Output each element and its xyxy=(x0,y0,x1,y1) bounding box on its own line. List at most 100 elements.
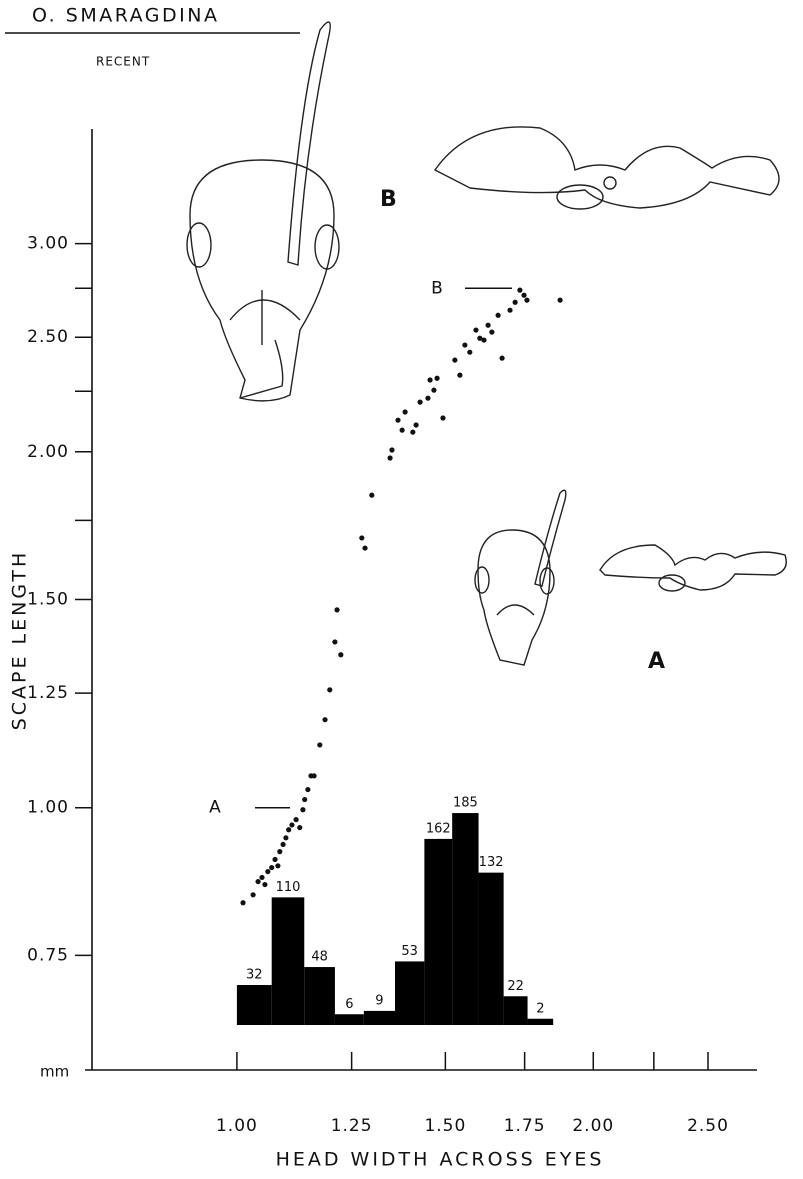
point xyxy=(327,687,333,693)
point xyxy=(477,335,483,341)
point xyxy=(467,349,473,355)
chart-title: O. SMARAGDINA xyxy=(32,5,219,27)
histogram-count: 9 xyxy=(375,993,383,1008)
unit-label: mm xyxy=(40,1063,69,1081)
y-tick-label: 2.50 xyxy=(27,327,69,347)
histogram-bar xyxy=(527,1018,554,1025)
point xyxy=(297,824,303,831)
point xyxy=(289,822,295,828)
point xyxy=(452,357,458,363)
point xyxy=(302,796,308,803)
histogram-bar xyxy=(304,967,335,1025)
x-axis-label: HEAD WIDTH ACROSS EYES xyxy=(276,1149,605,1171)
point xyxy=(311,773,317,779)
head-drawing-b xyxy=(186,21,340,402)
y-tick-label: 1.25 xyxy=(27,683,69,703)
point xyxy=(277,849,283,855)
point xyxy=(293,817,299,823)
histogram-bar xyxy=(478,872,504,1025)
point xyxy=(495,312,501,318)
y-tick-label: 3.00 xyxy=(27,234,69,254)
point xyxy=(389,447,395,453)
point xyxy=(255,878,261,885)
annotation-label: A xyxy=(209,798,221,818)
point xyxy=(395,417,401,423)
point xyxy=(332,639,338,645)
x-tick-label: 1.75 xyxy=(504,1116,546,1136)
point xyxy=(557,297,563,303)
point xyxy=(283,835,289,841)
point xyxy=(485,322,491,328)
body-drawing-a xyxy=(599,544,787,592)
point xyxy=(499,355,505,361)
point xyxy=(338,652,344,658)
point xyxy=(275,863,281,869)
histogram-count: 162 xyxy=(426,821,451,836)
point xyxy=(369,492,375,498)
histogram-bar xyxy=(394,961,425,1025)
point xyxy=(269,864,275,871)
chart-subtitle: RECENT xyxy=(96,55,150,69)
point xyxy=(280,841,286,848)
histogram-bar xyxy=(334,1014,364,1025)
point xyxy=(265,868,271,875)
point xyxy=(322,717,328,723)
drawing-label: A xyxy=(648,649,665,674)
point xyxy=(457,372,463,378)
point xyxy=(434,375,440,381)
point xyxy=(272,856,278,863)
drawing-label: B xyxy=(380,187,397,212)
point xyxy=(489,329,495,335)
point xyxy=(387,455,393,461)
point xyxy=(521,292,527,298)
x-tick-label: 2.50 xyxy=(687,1116,729,1136)
point xyxy=(440,415,446,421)
point xyxy=(481,337,487,343)
y-tick-label: 2.00 xyxy=(27,442,69,462)
point xyxy=(402,409,408,415)
x-tick-label: 1.50 xyxy=(424,1116,466,1136)
histogram-count: 53 xyxy=(401,944,418,959)
x-tick-label: 1.25 xyxy=(331,1116,373,1136)
histogram-count: 110 xyxy=(276,880,301,895)
point xyxy=(305,786,311,793)
histogram-bar xyxy=(236,985,272,1025)
point xyxy=(512,299,518,305)
annotation-label: B xyxy=(431,278,443,298)
point xyxy=(417,399,423,405)
point xyxy=(462,342,468,348)
histogram-count: 132 xyxy=(479,855,504,870)
point xyxy=(359,535,365,541)
x-tick-label: 1.00 xyxy=(216,1116,258,1136)
point xyxy=(286,827,292,833)
point xyxy=(517,287,523,293)
head-drawing-a xyxy=(474,489,567,666)
histogram-count: 48 xyxy=(311,950,328,965)
point xyxy=(507,307,513,313)
histogram-bar xyxy=(424,838,453,1025)
point xyxy=(262,881,268,888)
point xyxy=(317,742,323,748)
point xyxy=(300,807,306,813)
histogram-bar xyxy=(363,1010,395,1025)
point xyxy=(259,874,265,881)
point xyxy=(413,422,419,428)
y-tick-label: 1.50 xyxy=(27,590,69,610)
histogram-bar xyxy=(271,897,305,1025)
point xyxy=(250,892,256,898)
point xyxy=(431,387,437,393)
x-tick-label: 2.00 xyxy=(572,1116,614,1136)
point xyxy=(473,327,479,333)
y-tick-label: 1.00 xyxy=(27,798,69,818)
point xyxy=(240,900,246,906)
histogram-count: 6 xyxy=(345,997,353,1012)
point xyxy=(427,377,433,383)
point xyxy=(524,297,530,303)
histogram-bar xyxy=(452,813,479,1025)
point xyxy=(425,395,431,401)
y-axis-label: SCAPE LENGTH xyxy=(9,550,31,731)
histogram-count: 32 xyxy=(246,968,263,983)
point xyxy=(362,545,368,551)
histogram-bar xyxy=(503,996,528,1025)
